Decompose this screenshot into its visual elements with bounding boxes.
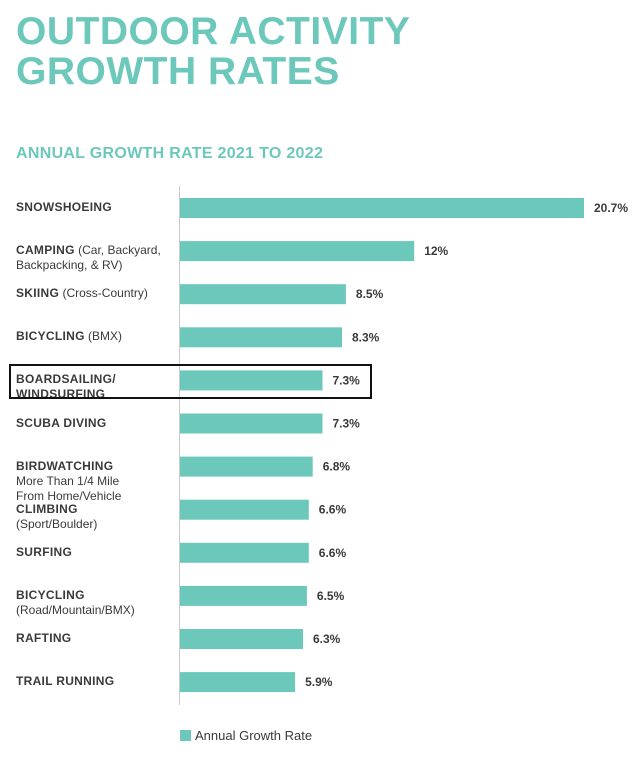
legend: Annual Growth Rate xyxy=(180,728,312,743)
category-label-line: SKIING (Cross-Country) xyxy=(16,286,148,301)
data-label: 8.5% xyxy=(356,287,384,301)
category-detail: (Cross-Country) xyxy=(59,286,148,301)
bar xyxy=(180,198,584,218)
category-label-line: TRAIL RUNNING xyxy=(16,674,114,689)
chart-subtitle: ANNUAL GROWTH RATE 2021 TO 2022 xyxy=(16,145,324,162)
bar xyxy=(180,413,323,434)
category-name: CLIMBING xyxy=(16,501,78,516)
data-label: 20.7% xyxy=(594,201,628,215)
data-label: 5.9% xyxy=(305,675,333,689)
bar xyxy=(180,585,307,606)
category-label: SURFING xyxy=(16,545,72,560)
data-label: 6.5% xyxy=(317,589,345,603)
category-label-line: (Sport/Boulder) xyxy=(16,517,97,532)
bar xyxy=(180,327,342,348)
category-name: TRAIL RUNNING xyxy=(16,674,115,689)
category-label-line: BICYCLING (BMX) xyxy=(16,329,122,344)
category-detail: More Than 1/4 Mile xyxy=(16,473,120,488)
category-name: CAMPING xyxy=(16,243,75,258)
category-label-line: BOARDSAILING/ xyxy=(16,372,116,387)
category-detail: (Sport/Boulder) xyxy=(16,516,98,531)
data-label: 6.6% xyxy=(319,503,347,517)
category-label: SKIING (Cross-Country) xyxy=(16,286,148,301)
data-label: 6.3% xyxy=(313,632,341,646)
bar xyxy=(180,672,296,693)
bar xyxy=(180,629,303,649)
category-name: SURFING xyxy=(16,544,73,559)
category-label-line: SURFING xyxy=(16,545,72,560)
category-name: BICYCLING xyxy=(16,587,85,602)
category-name: RAFTING xyxy=(16,631,72,645)
category-name: BIRDWATCHING xyxy=(16,458,114,473)
category-name: SKIING xyxy=(16,286,60,301)
category-label-line: SNOWSHOEING xyxy=(16,200,112,215)
chart-title-line-1: OUTDOOR ACTIVITY xyxy=(16,10,411,53)
bar xyxy=(180,241,415,262)
category-name: BICYCLING xyxy=(16,329,85,344)
category-label-line: More Than 1/4 Mile xyxy=(16,474,121,489)
bar xyxy=(180,456,313,477)
category-detail: (Car, Backyard, xyxy=(74,243,161,258)
chart-title: OUTDOOR ACTIVITY GROWTH RATES xyxy=(16,12,410,92)
category-label: CAMPING (Car, Backyard, Backpacking, & RV… xyxy=(16,243,161,273)
category-label: BICYCLING (BMX) xyxy=(16,329,122,344)
bar xyxy=(180,499,309,520)
category-detail: (BMX) xyxy=(84,329,123,344)
bar xyxy=(180,542,309,563)
category-label-line: (Road/Mountain/BMX) xyxy=(16,603,135,618)
category-label-line: From Home/Vehicle xyxy=(16,489,121,504)
category-label: SNOWSHOEING xyxy=(16,200,112,215)
category-label: BIRDWATCHING More Than 1/4 Mile From Home/… xyxy=(16,459,121,504)
category-label: CLIMBING (Sport/Boulder) xyxy=(16,502,97,532)
data-label: 6.8% xyxy=(323,460,351,474)
data-label: 6.6% xyxy=(319,546,347,560)
highlight-box xyxy=(9,364,372,399)
category-label: RAFTING xyxy=(16,631,71,646)
category-name: SNOWSHOEING xyxy=(16,200,112,214)
category-label: TRAIL RUNNING xyxy=(16,674,114,689)
category-label-line: SCUBA DIVING xyxy=(16,416,107,431)
category-label-line: BICYCLING xyxy=(16,588,135,603)
legend-label: Annual Growth Rate xyxy=(195,728,313,743)
category-label-line: Backpacking, & RV) xyxy=(16,258,161,273)
category-name: BOARDSAILING/ xyxy=(16,372,116,387)
legend-swatch xyxy=(180,730,191,741)
category-name: SCUBA DIVING xyxy=(16,415,107,430)
category-detail: (Road/Mountain/BMX) xyxy=(16,602,135,617)
bar xyxy=(180,284,346,305)
data-label: 7.3% xyxy=(333,417,361,431)
category-label-line: CLIMBING xyxy=(16,502,97,517)
category-detail: From Home/Vehicle xyxy=(16,488,122,503)
data-label: 12% xyxy=(424,244,448,258)
bar xyxy=(180,370,323,391)
category-detail: Backpacking, & RV) xyxy=(16,258,123,273)
category-label-line: BIRDWATCHING xyxy=(16,459,121,474)
category-label-line: RAFTING xyxy=(16,631,71,646)
category-label-line: CAMPING (Car, Backyard, xyxy=(16,243,161,258)
data-label: 8.3% xyxy=(352,330,380,344)
data-label: 7.3% xyxy=(333,373,361,387)
category-label: BICYCLING (Road/Mountain/BMX) xyxy=(16,588,135,618)
category-label: SCUBA DIVING xyxy=(16,416,107,431)
chart-title-line-2: GROWTH RATES xyxy=(16,50,340,93)
